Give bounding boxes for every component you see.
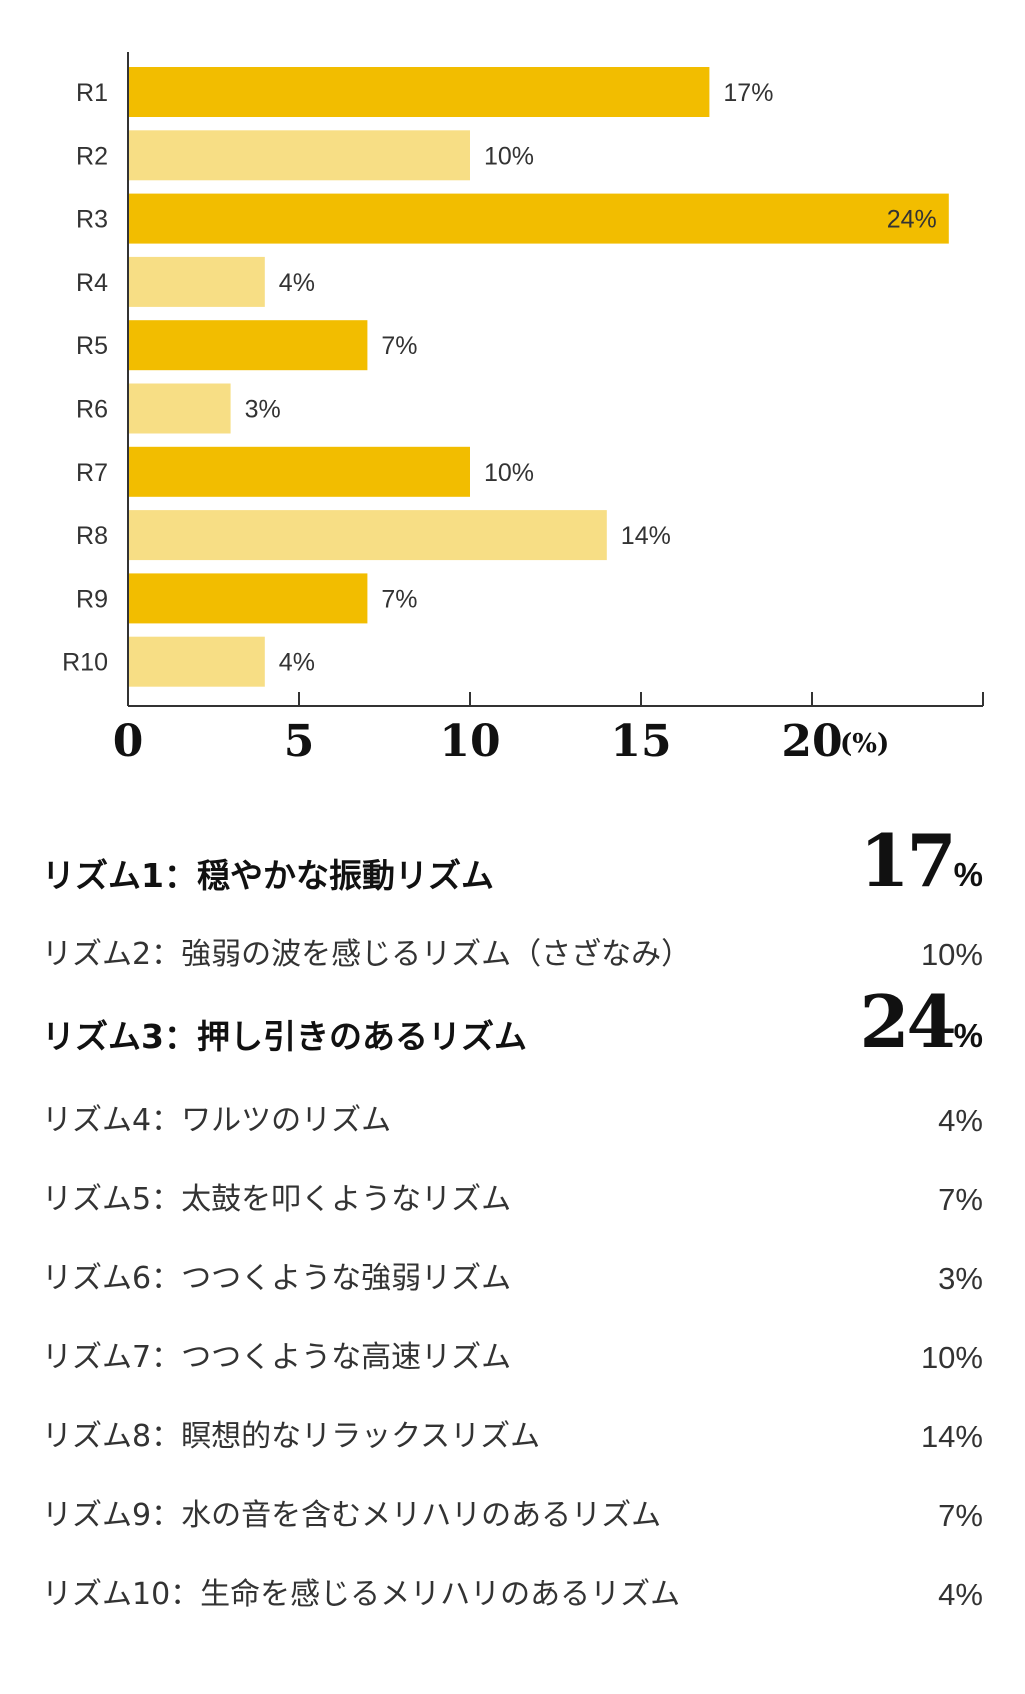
legend-value-number: 10 xyxy=(920,1340,956,1375)
legend-name: リズム10：生命を感じるメリハリのあるリズム xyxy=(42,1577,681,1612)
legend-name: リズム9：水の音を含むメリハリのあるリズム xyxy=(42,1498,662,1533)
x-tick-label: 15 xyxy=(610,716,671,760)
category-label: R2 xyxy=(76,142,108,170)
legend-name: リズム5：太鼓を叩くようなリズム xyxy=(42,1182,512,1217)
legend-value: 4% xyxy=(938,1577,983,1621)
legend-row: リズム7：つつくような高速リズム 10% xyxy=(42,1305,983,1384)
legend-value-unit: % xyxy=(955,1498,983,1533)
legend-value-number: 7 xyxy=(938,1498,956,1533)
category-label: R3 xyxy=(76,206,108,234)
legend-row: リズム9：水の音を含むメリハリのあるリズム 7% xyxy=(42,1463,983,1542)
legend-value: 10% xyxy=(921,937,983,981)
category-label: R1 xyxy=(76,79,108,107)
legend-row: リズム4：ワルツのリズム 4% xyxy=(42,1068,983,1147)
data-label: 7% xyxy=(381,332,417,360)
bar xyxy=(128,573,368,624)
legend-row: リズム3：押し引きのあるリズム 24% xyxy=(42,979,983,1068)
legend-value-number: 14 xyxy=(920,1419,956,1454)
legend-value: 4% xyxy=(938,1103,983,1147)
legend-name: リズム6：つつくような強弱リズム xyxy=(42,1261,512,1296)
legend-row: リズム10：生命を感じるメリハリのあるリズム 4% xyxy=(42,1542,983,1621)
data-label: 4% xyxy=(279,269,315,297)
legend-value-number: 24 xyxy=(859,979,956,1064)
legend-value-unit: % xyxy=(955,1261,983,1296)
legend-name: リズム2：強弱の波を感じるリズム（さざなみ） xyxy=(42,937,692,972)
legend-value-number: 3 xyxy=(938,1261,956,1296)
x-tick-label: 5 xyxy=(284,716,315,760)
data-label: 14% xyxy=(621,522,671,550)
bar xyxy=(128,256,265,307)
legend-value-number: 17 xyxy=(859,818,956,903)
data-label: 7% xyxy=(381,585,417,613)
legend-name: リズム8：瞑想的なリラックスリズム xyxy=(42,1419,541,1454)
legend-row: リズム1：穏やかな振動リズム 17% xyxy=(42,818,983,907)
category-label: R9 xyxy=(76,585,108,613)
legend-value: 14% xyxy=(921,1419,983,1463)
legend-value: 3% xyxy=(938,1261,983,1305)
legend-value-number: 10 xyxy=(920,937,956,972)
legend-row: リズム2：強弱の波を感じるリズム（さざなみ） 10% xyxy=(42,907,983,981)
legend-value-unit: % xyxy=(955,1182,983,1217)
bar xyxy=(128,446,470,497)
category-label: R5 xyxy=(76,332,108,360)
legend-value-unit: % xyxy=(953,1017,983,1054)
data-label: 3% xyxy=(245,396,281,424)
bar xyxy=(128,383,231,434)
bar xyxy=(128,130,470,181)
category-label: R4 xyxy=(76,269,108,297)
legend-name: リズム3：押し引きのあるリズム xyxy=(42,1017,527,1056)
x-tick-label: 0 xyxy=(113,716,144,760)
legend-value: 24% xyxy=(859,979,983,1068)
rhythm-legend: リズム1：穏やかな振動リズム 17% リズム2：強弱の波を感じるリズム（さざなみ） 1… xyxy=(42,818,983,1621)
legend-value: 17% xyxy=(859,818,983,907)
legend-value-number: 4 xyxy=(938,1103,956,1138)
legend-value-unit: % xyxy=(955,1419,983,1454)
category-label: R8 xyxy=(76,522,108,550)
legend-name: リズム7：つつくような高速リズム xyxy=(42,1340,512,1375)
legend-value-number: 4 xyxy=(938,1577,956,1612)
data-label: 4% xyxy=(279,649,315,677)
x-tick-label: 20 xyxy=(781,716,842,760)
category-label: R7 xyxy=(76,459,108,487)
legend-value-unit: % xyxy=(953,856,983,893)
category-label: R10 xyxy=(62,649,108,677)
data-label: 10% xyxy=(484,459,534,487)
bar xyxy=(128,320,368,371)
legend-value-unit: % xyxy=(955,937,983,972)
x-tick-label: 10 xyxy=(439,716,500,760)
legend-value-number: 7 xyxy=(938,1182,956,1217)
bar xyxy=(128,67,710,117)
bar xyxy=(128,193,949,244)
legend-row: リズム8：瞑想的なリラックスリズム 14% xyxy=(42,1384,983,1463)
legend-row: リズム5：太鼓を叩くようなリズム 7% xyxy=(42,1147,983,1226)
legend-row: リズム6：つつくような強弱リズム 3% xyxy=(42,1226,983,1305)
data-label: 10% xyxy=(484,142,534,170)
legend-value: 10% xyxy=(921,1340,983,1384)
bar xyxy=(128,636,265,687)
legend-value-unit: % xyxy=(955,1340,983,1375)
legend-value-unit: % xyxy=(955,1103,983,1138)
legend-value: 7% xyxy=(938,1182,983,1226)
bar xyxy=(128,510,607,561)
legend-value: 7% xyxy=(938,1498,983,1542)
legend-name: リズム4：ワルツのリズム xyxy=(42,1103,392,1138)
bar-chart: R1 17% R2 10% R3 24% R4 4% R5 7% R6 3% R7 10% R8 14% R9 7… xyxy=(62,52,984,760)
category-label: R6 xyxy=(76,396,108,424)
legend-value-unit: % xyxy=(955,1577,983,1612)
legend-name: リズム1：穏やかな振動リズム xyxy=(42,856,494,895)
x-axis-unit: (%) xyxy=(840,729,889,759)
data-label: 17% xyxy=(723,79,773,107)
data-label: 24% xyxy=(887,206,937,234)
